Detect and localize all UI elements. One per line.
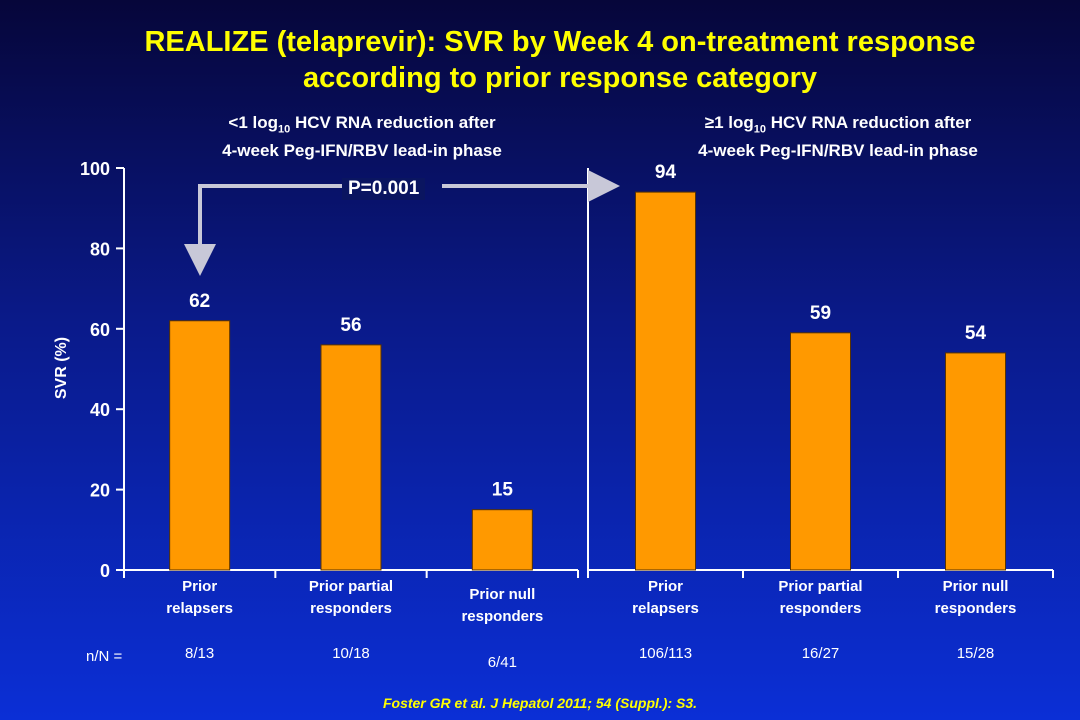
- p-value-bracket: [184, 170, 620, 276]
- bar-left-3: [471, 509, 533, 571]
- title-line-1: REALIZE (telaprevir): SVR by Week 4 on-t…: [144, 26, 976, 58]
- n-label: 8/13: [185, 645, 215, 662]
- category-label: Prior partial responders: [308, 578, 394, 617]
- category-label: Prior null responders: [461, 586, 544, 625]
- bar-right-2: [790, 332, 851, 571]
- y-tick-label: 60: [90, 320, 110, 340]
- title-line-2: according to prior response category: [302, 62, 818, 94]
- bar-value-label: 56: [340, 315, 361, 336]
- n-label: 16/27: [801, 645, 840, 662]
- category-label: Prior null responders: [934, 578, 1017, 617]
- category-label: Prior relapsers: [166, 578, 234, 617]
- n-label: 6/41: [487, 654, 517, 671]
- bar-value-label: 54: [965, 323, 987, 344]
- source-citation: Foster GR et al. J Hepatol 2011; 54 (Sup…: [382, 695, 698, 711]
- bar-value-label: 94: [655, 162, 677, 183]
- slide-title: REALIZE (telaprevir): SVR by Week 4 on-t…: [20, 24, 1080, 96]
- bar-left-1: [169, 320, 231, 571]
- y-tick-label: 20: [90, 481, 110, 501]
- bar-right-1: [635, 191, 696, 571]
- bar-value-label: 15: [492, 480, 514, 501]
- category-label: Prior relapsers: [632, 578, 699, 617]
- right-panel-title: ≥1 log10 HCV RNA reduction after 4-week …: [698, 113, 978, 161]
- bar-value-label: 62: [189, 291, 210, 312]
- y-tick-label: 0: [100, 561, 110, 581]
- n-label: 10/18: [332, 645, 370, 662]
- n-label: 106/113: [638, 645, 693, 662]
- n-prefix-label: n/N =: [86, 648, 123, 665]
- n-label: 15/28: [956, 645, 995, 662]
- bar-value-label: 59: [810, 303, 831, 324]
- y-tick-label: 40: [90, 400, 110, 420]
- bar-right-3: [945, 352, 1006, 571]
- category-label: Prior partial responders: [778, 578, 863, 617]
- y-tick-label: 80: [90, 239, 110, 259]
- bar-left-2: [320, 344, 382, 571]
- y-tick-label: 100: [80, 159, 110, 179]
- p-value-label: P=0.001: [342, 178, 426, 200]
- left-panel-title: <1 log10 HCV RNA reduction after 4-week …: [222, 113, 502, 161]
